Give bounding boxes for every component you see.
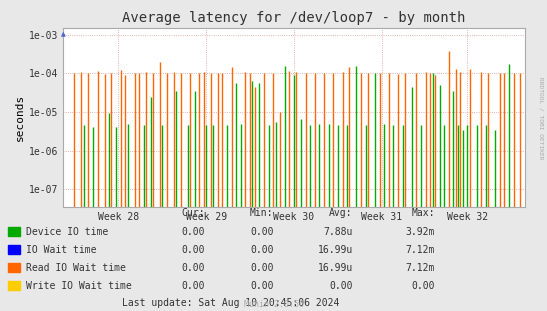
Text: 0.00: 0.00 [182,263,205,273]
Text: Read IO Wait time: Read IO Wait time [26,263,126,273]
Text: 0.00: 0.00 [182,245,205,255]
Text: 0.00: 0.00 [250,227,274,237]
Text: 0.00: 0.00 [250,281,274,291]
Text: 7.12m: 7.12m [405,263,435,273]
Text: Device IO time: Device IO time [26,227,108,237]
Text: Cur:: Cur: [182,208,205,218]
Text: IO Wait time: IO Wait time [26,245,97,255]
Text: Munin 2.0.56: Munin 2.0.56 [243,300,304,309]
Text: Min:: Min: [250,208,274,218]
Text: Max:: Max: [411,208,435,218]
Text: 0.00: 0.00 [411,281,435,291]
Text: Avg:: Avg: [329,208,353,218]
Text: 0.00: 0.00 [329,281,353,291]
Text: 0.00: 0.00 [182,281,205,291]
Text: 7.12m: 7.12m [405,245,435,255]
Y-axis label: seconds: seconds [15,94,25,141]
Text: 3.92m: 3.92m [405,227,435,237]
Text: Write IO Wait time: Write IO Wait time [26,281,132,291]
Text: 16.99u: 16.99u [318,263,353,273]
Text: 0.00: 0.00 [250,263,274,273]
Text: 0.00: 0.00 [250,245,274,255]
Text: 7.88u: 7.88u [323,227,353,237]
Text: RRDTOOL / TOBI OETIKER: RRDTOOL / TOBI OETIKER [539,77,544,160]
Text: Last update: Sat Aug 10 20:45:06 2024: Last update: Sat Aug 10 20:45:06 2024 [122,298,339,308]
Text: 16.99u: 16.99u [318,245,353,255]
Text: 0.00: 0.00 [182,227,205,237]
Title: Average latency for /dev/loop7 - by month: Average latency for /dev/loop7 - by mont… [123,12,465,26]
